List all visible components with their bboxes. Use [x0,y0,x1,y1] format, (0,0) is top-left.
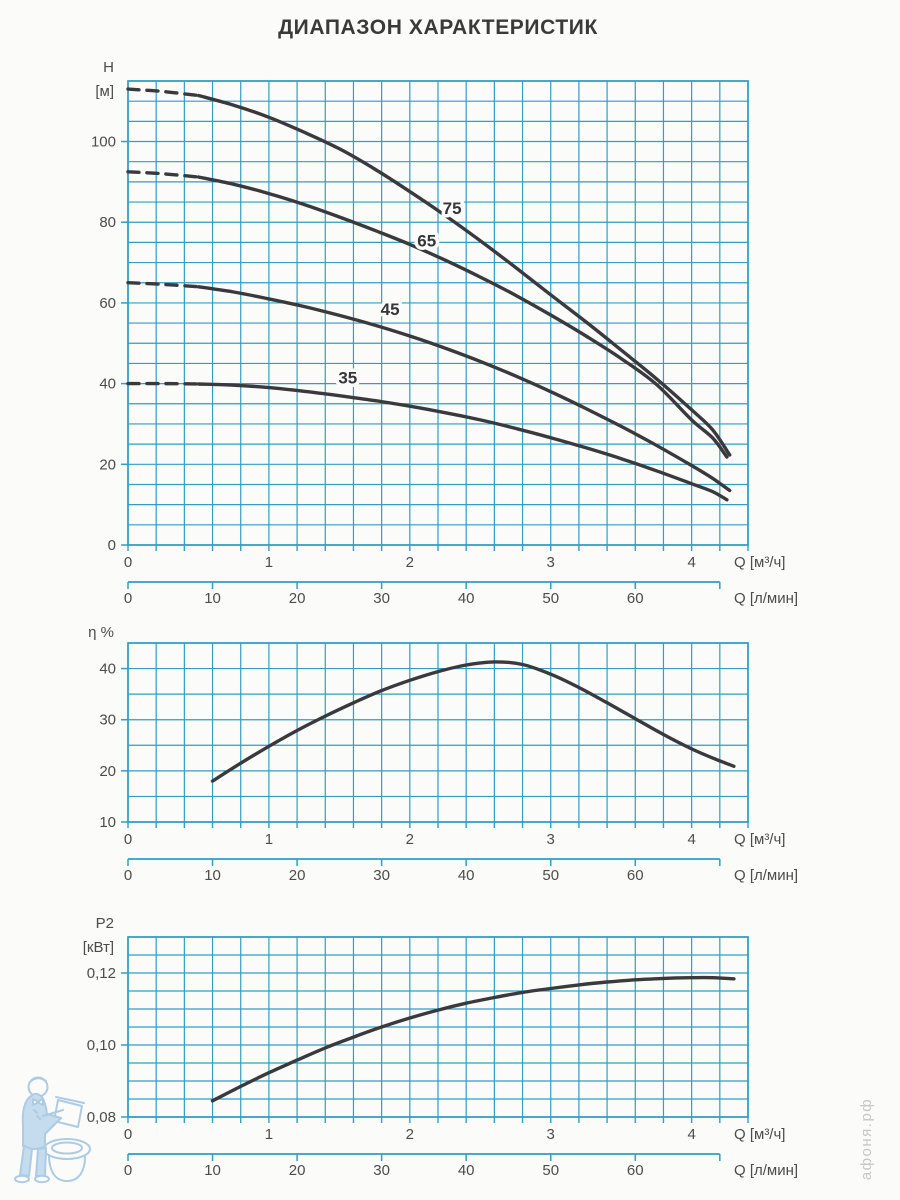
curve-45 [126,281,732,493]
x2-tick-label: 50 [542,867,559,884]
x2-tick-label: 10 [204,867,221,884]
x-axis-lpm: 0 10 20 30 40 50 60 Q [л/мин] [124,1153,798,1179]
x2-tick-label: 50 [542,590,559,607]
x-tick-label: 0 [124,1126,132,1143]
x-axis-unit: Q [м³/ч] [734,831,785,848]
x-axis-m3h: 0 1 2 3 4 Q [м³/ч] [124,1117,785,1143]
x2-tick-label: 40 [458,590,475,607]
y-axis-title: η % [88,624,114,641]
x2-axis-unit: Q [л/мин] [734,590,798,607]
x2-tick-label: 10 [204,590,221,607]
x-tick-label: 0 [124,554,132,571]
y-tick-label: 20 [99,456,116,473]
x2-tick-label: 30 [373,1162,390,1179]
y-tick-label: 0 [108,537,116,554]
curve-35 [126,381,729,502]
chart-head: 0 20 40 60 80 100 H [м] 0 1 2 3 4 Q [м³/ч] 0 10 20 30 40 50… [91,59,798,607]
x2-tick-label: 40 [458,1162,475,1179]
grid [127,80,749,546]
x-axis-lpm: 0 10 20 30 40 50 60 Q [л/мин] [124,858,798,884]
x-tick-label: 4 [687,554,695,571]
curve-label-75: 75 [443,199,462,218]
x2-tick-label: 40 [458,867,475,884]
x-tick-label: 4 [687,1126,695,1143]
x-axis-lpm: 0 10 20 30 40 50 60 Q [л/мин] [124,581,798,607]
x2-tick-label: 60 [627,1162,644,1179]
y-axis: 10 20 30 40 η % [88,624,128,831]
x2-tick-label: 0 [124,590,132,607]
x-axis-m3h: 0 1 2 3 4 Q [м³/ч] [124,822,785,848]
x-tick-label: 4 [687,831,695,848]
plumber-watermark-icon [14,1076,91,1184]
x2-axis-unit: Q [л/мин] [734,867,798,884]
x2-tick-label: 0 [124,1162,132,1179]
y-tick-label: 0,10 [87,1037,116,1054]
x2-axis-unit: Q [л/мин] [734,1162,798,1179]
y-axis: 0 20 40 60 80 100 H [м] [91,59,128,554]
x-tick-label: 1 [265,831,273,848]
x2-tick-label: 30 [373,867,390,884]
y-axis-title: [м] [95,83,114,100]
grid [127,936,749,1118]
x-tick-label: 2 [406,831,414,848]
curve-65 [126,170,729,459]
x2-tick-label: 10 [204,1162,221,1179]
x-tick-label: 3 [547,831,555,848]
x-tick-label: 1 [265,1126,273,1143]
curve-label-45: 45 [381,300,400,319]
x-tick-label: 2 [406,1126,414,1143]
y-tick-label: 10 [99,814,116,831]
curve-label-35: 35 [338,369,357,388]
x2-tick-label: 20 [289,590,306,607]
curve-p2 [210,975,736,1103]
y-tick-label: 80 [99,214,116,231]
site-watermark-text: афоня.рф [858,1097,875,1181]
x-axis-unit: Q [м³/ч] [734,554,785,571]
x2-tick-label: 20 [289,867,306,884]
x-tick-label: 3 [547,1126,555,1143]
x-tick-label: 2 [406,554,414,571]
page-title: ДИАПАЗОН ХАРАКТЕРИСТИК [278,16,598,39]
y-axis: 0,08 0,10 0,12 P2 [кВт] [83,915,128,1126]
y-tick-label: 30 [99,712,116,729]
y-axis-title: [кВт] [83,939,114,956]
x2-tick-label: 0 [124,867,132,884]
x-tick-label: 1 [265,554,273,571]
x-axis-m3h: 0 1 2 3 4 Q [м³/ч] [124,545,785,571]
x-axis-unit: Q [м³/ч] [734,1126,785,1143]
x2-tick-label: 30 [373,590,390,607]
x2-tick-label: 60 [627,590,644,607]
y-axis-title: H [103,59,114,76]
y-tick-label: 0,12 [87,965,116,982]
y-axis-title: P2 [96,915,114,932]
y-tick-label: 60 [99,295,116,312]
x2-tick-label: 60 [627,867,644,884]
chart-power: 0,08 0,10 0,12 P2 [кВт] 0 1 2 3 4 Q [м³/ч] 0 10 20 30 4… [83,915,798,1179]
curve-75 [126,87,732,457]
x2-tick-label: 50 [542,1162,559,1179]
y-tick-label: 100 [91,134,116,151]
x-tick-label: 0 [124,831,132,848]
curve-label-65: 65 [417,231,436,250]
x-tick-label: 3 [547,554,555,571]
y-tick-label: 40 [99,661,116,678]
y-tick-label: 0,08 [87,1109,116,1126]
x2-tick-label: 20 [289,1162,306,1179]
curve-eta [210,660,736,783]
chart-efficiency: 10 20 30 40 η % 0 1 2 3 4 Q [м³/ч] 0 10 20 30 40 50 60 Q [… [88,624,798,884]
y-tick-label: 40 [99,376,116,393]
y-tick-label: 20 [99,763,116,780]
